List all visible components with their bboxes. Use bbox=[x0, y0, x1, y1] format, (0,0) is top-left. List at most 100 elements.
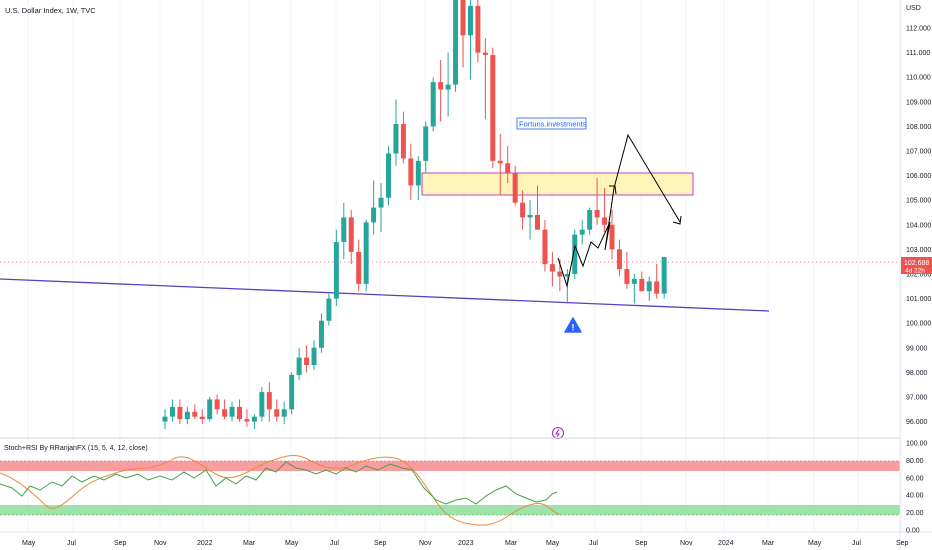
candle-body bbox=[333, 242, 339, 299]
time-tick-label: Jul bbox=[330, 540, 339, 547]
candle-body bbox=[378, 197, 384, 208]
time-tick-label: Jul bbox=[589, 540, 598, 547]
price-tick-label: 101.000 bbox=[906, 296, 931, 303]
candle-body bbox=[371, 207, 377, 223]
annotation-label: Fortuns.investments bbox=[519, 120, 587, 129]
candle-body bbox=[475, 5, 481, 53]
indicator-tick-label: 100.00 bbox=[906, 441, 928, 448]
time-tick-label: Sep bbox=[896, 540, 909, 547]
support-trendline[interactable] bbox=[0, 278, 770, 312]
time-tick-label: Mar bbox=[762, 540, 775, 547]
annotation-box-rect[interactable] bbox=[516, 117, 587, 130]
indicator-title: Stoch+RSI By RRanjanFX (15, 5, 4, 12, cl… bbox=[4, 445, 148, 452]
candle-body bbox=[564, 274, 570, 277]
time-tick-label: Jul bbox=[67, 540, 76, 547]
projection-arrowhead-up bbox=[609, 185, 617, 195]
candle-body bbox=[169, 406, 175, 417]
candle-body bbox=[639, 278, 645, 292]
time-tick-label: Nov bbox=[680, 540, 693, 547]
candle-body bbox=[505, 163, 511, 174]
candle-body bbox=[244, 419, 250, 422]
candle-body bbox=[266, 392, 272, 410]
resistance-zone-rect[interactable] bbox=[421, 172, 694, 196]
indicator-tick-label: 20.00 bbox=[906, 510, 924, 517]
candle-body bbox=[207, 399, 213, 420]
candle-body bbox=[251, 416, 257, 422]
candle-body bbox=[557, 271, 563, 277]
candle-body bbox=[281, 409, 287, 417]
chart-title: U.S. Dollar Index, 1W, TVC bbox=[5, 6, 96, 15]
candle-body bbox=[609, 224, 615, 250]
lightning-icon-group[interactable] bbox=[552, 427, 564, 439]
candle-body bbox=[594, 210, 600, 218]
time-tick-label: Nov bbox=[419, 540, 432, 547]
rsi-line bbox=[0, 461, 558, 505]
projection-path[interactable] bbox=[557, 133, 682, 288]
candle-body bbox=[304, 357, 310, 366]
price-candles bbox=[162, 0, 667, 429]
candle-body bbox=[542, 229, 548, 265]
candle-body bbox=[460, 0, 466, 36]
bar-countdown: 4d 22h bbox=[905, 268, 925, 275]
candle-body bbox=[237, 406, 242, 420]
time-tick-label: Nov bbox=[154, 540, 167, 547]
candle-body bbox=[616, 249, 622, 270]
candle-body bbox=[587, 210, 593, 230]
candle-body bbox=[162, 416, 168, 422]
warning-icon-group[interactable]: ! bbox=[564, 317, 582, 333]
candle-body bbox=[356, 251, 362, 284]
candle-body bbox=[512, 173, 518, 203]
warning-mark: ! bbox=[572, 323, 575, 333]
indicator-tick-label: 60.00 bbox=[906, 475, 924, 482]
oversold-band bbox=[0, 505, 900, 515]
time-axis[interactable]: May Jul Sep Nov 2022 Mar May Jul Sep Nov 2023 Mar Ma… bbox=[22, 540, 909, 547]
time-tick-label: Sep bbox=[114, 540, 127, 547]
candle-body bbox=[430, 82, 436, 127]
candle-body bbox=[341, 217, 347, 243]
time-tick-label: Sep bbox=[374, 540, 387, 547]
current-price-bg bbox=[901, 257, 932, 274]
candle-body bbox=[654, 281, 660, 294]
candle-body bbox=[646, 281, 652, 292]
candle-body bbox=[259, 392, 265, 417]
candle-body bbox=[311, 347, 317, 366]
price-tick-label: 103.000 bbox=[906, 247, 931, 254]
candle-body bbox=[289, 374, 295, 410]
price-tick-label: 96.000 bbox=[906, 419, 928, 426]
warning-triangle-icon[interactable] bbox=[564, 317, 582, 333]
time-tick-label: May bbox=[285, 540, 299, 547]
price-tick-label: 97.000 bbox=[906, 395, 928, 402]
candle-body bbox=[348, 217, 354, 252]
candle-body bbox=[445, 84, 451, 90]
lightning-icon[interactable] bbox=[552, 427, 564, 439]
time-tick-label: Sep bbox=[635, 540, 648, 547]
candle-body bbox=[400, 123, 406, 159]
candle-body bbox=[192, 411, 198, 417]
price-tick-label: 104.000 bbox=[906, 222, 931, 229]
projection-zigzag[interactable] bbox=[557, 133, 681, 288]
candle-body bbox=[438, 82, 444, 90]
price-tick-label: 111.000 bbox=[906, 50, 930, 57]
candle-body bbox=[467, 5, 473, 36]
currency-label: USD bbox=[906, 5, 921, 12]
projection-arrowhead-down bbox=[672, 215, 682, 225]
candle-body bbox=[415, 160, 421, 186]
time-tick-label: 2024 bbox=[718, 540, 734, 547]
annotation-box[interactable]: Fortuns.investments bbox=[516, 117, 587, 130]
price-tick-label: 106.000 bbox=[906, 173, 931, 180]
resistance-zone[interactable] bbox=[421, 172, 694, 196]
price-tick-label: 108.000 bbox=[906, 124, 931, 131]
current-price-value: 102.688 bbox=[904, 260, 929, 267]
price-tick-label: 99.000 bbox=[906, 345, 928, 352]
candle-body bbox=[386, 153, 391, 198]
time-tick-label: Mar bbox=[243, 540, 256, 547]
price-axis[interactable]: 112.000 111.000 110.000 109.000 108.000 107.0… bbox=[906, 26, 931, 427]
current-price-tag: 102.688 4d 22h bbox=[901, 257, 932, 275]
time-tick-label: Jul bbox=[852, 540, 861, 547]
candle-body bbox=[661, 257, 667, 294]
price-tick-label: 102.000 bbox=[906, 272, 931, 279]
candle-body bbox=[184, 411, 190, 420]
indicator-axis[interactable]: 100.00 80.00 60.00 40.00 20.00 0.00 bbox=[906, 441, 928, 535]
price-tick-label: 105.000 bbox=[906, 198, 931, 205]
